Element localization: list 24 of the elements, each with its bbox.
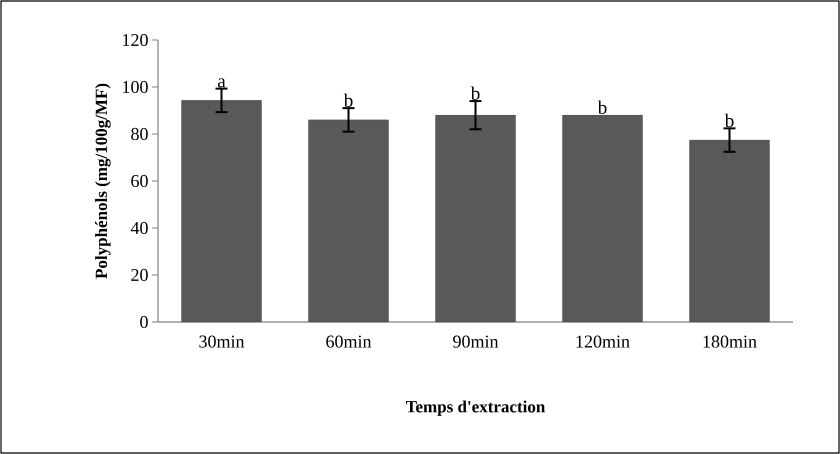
x-tick-label: 180min [704,336,757,348]
y-tick-label: 80 [131,128,148,140]
x-tick-label: 60min [326,336,372,348]
bar [562,114,643,322]
y-tick-label: 120 [123,34,148,46]
bar [435,114,516,322]
y-tick-label: 40 [130,222,148,234]
x-axis-title: Temps d'extraction [406,400,546,416]
y-tick-label: 0 [140,316,148,328]
y-tick-label: 100 [123,80,148,94]
x-tick-label: 30min [199,336,244,348]
y-tick-label: 60 [131,174,148,188]
annotation: b [724,114,734,128]
y-tick-label: 20 [131,268,148,282]
annotation: b [470,86,480,100]
y-axis-title: Polyphénols (mg/100g/MF) [95,84,111,279]
bar [181,100,262,322]
bar [689,140,770,322]
x-tick-label: 90min [453,336,498,348]
annotation: a [218,78,226,88]
annotation: b [344,94,353,107]
bar [308,120,389,322]
x-tick-label: 120min [576,336,630,348]
annotation: b [598,100,607,114]
